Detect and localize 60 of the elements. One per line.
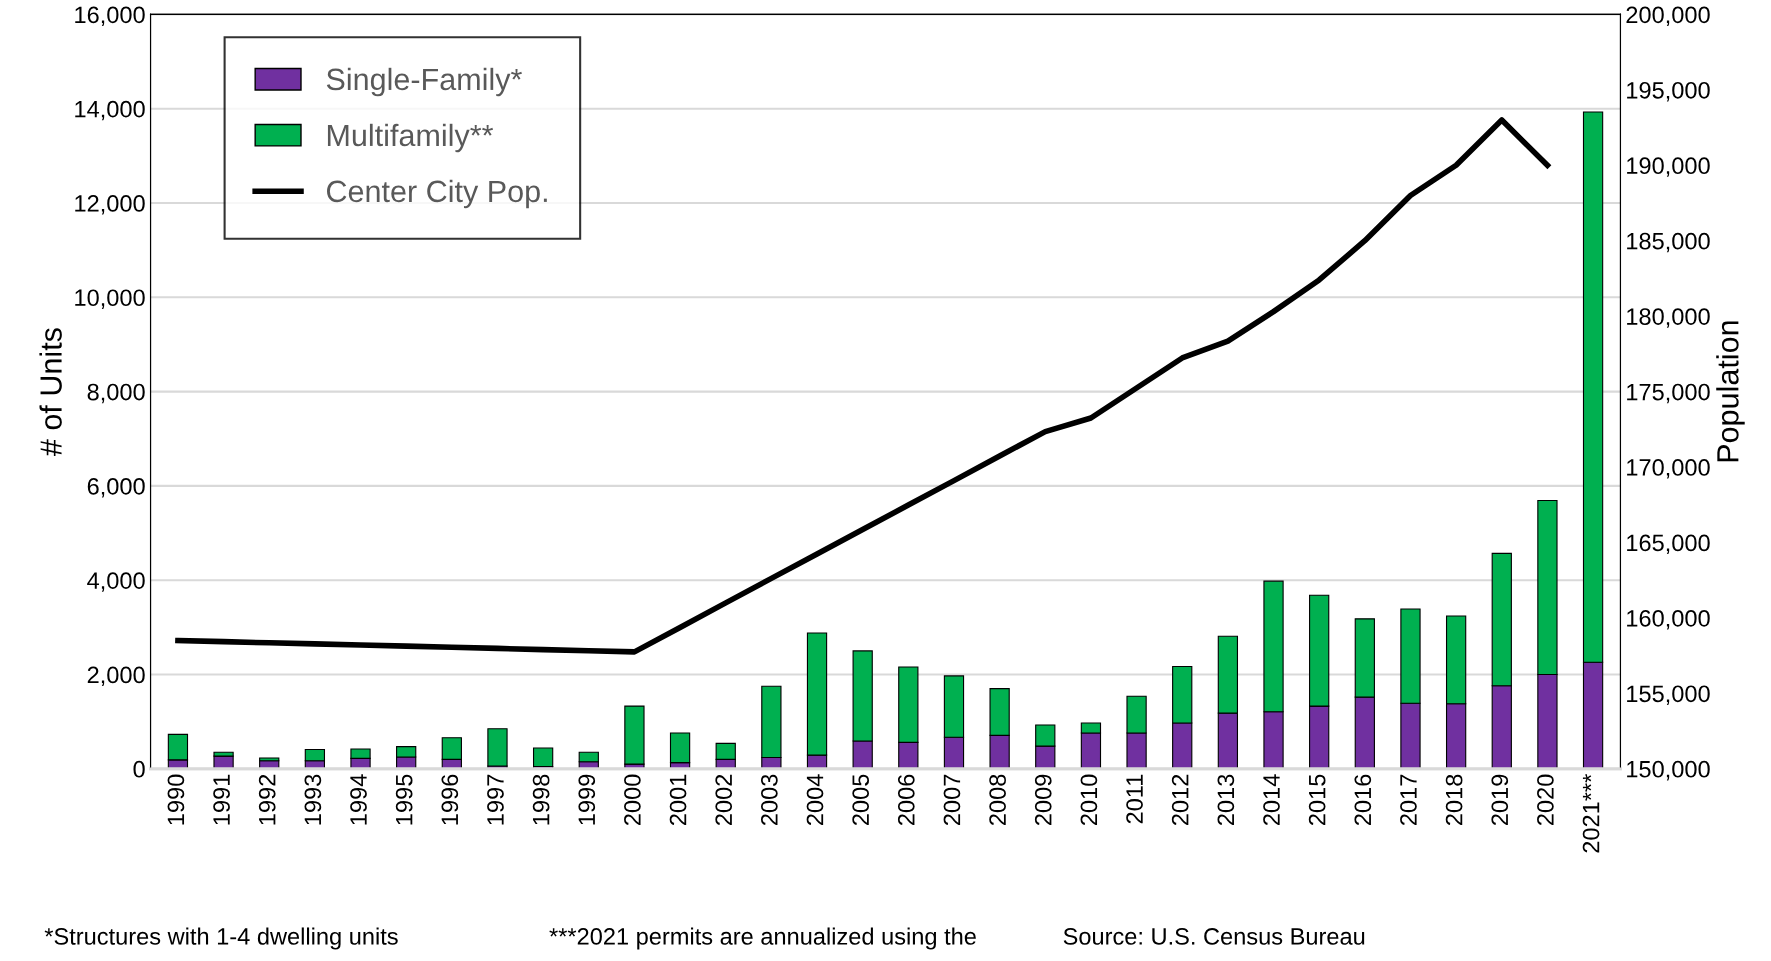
y-tick-label: 16,000 — [75, 6, 145, 26]
y2-tick-label: 185,000 — [1627, 232, 1710, 253]
y-tick-label: 8,000 — [87, 383, 145, 404]
x-tick-label: 1998 — [532, 774, 550, 825]
x-tick-label: 2003 — [760, 774, 778, 825]
x-tick-label: 1992 — [258, 774, 276, 825]
x-tick-label: 2021*** — [1582, 774, 1600, 853]
y-tick-label: 14,000 — [75, 100, 145, 121]
y2-tick-label: 175,000 — [1627, 383, 1710, 404]
x-tick-label: 1993 — [304, 774, 322, 825]
legend-label: Center City Pop. — [326, 179, 547, 209]
x-tick-label: 2016 — [1354, 774, 1372, 825]
text: ***2021 permits are annualized using the — [549, 927, 976, 950]
x-tick-label: 2014 — [1263, 774, 1280, 825]
y2-tick-label: 165,000 — [1627, 534, 1710, 555]
y-tick-label: 0 — [133, 760, 145, 778]
y2-tick-label: 200,000 — [1626, 6, 1710, 26]
x-tick-label: 1994 — [350, 774, 367, 825]
y2-axis-title: Population — [1716, 321, 1745, 462]
x-tick-label: 2006 — [897, 774, 915, 825]
legend-label: Multifamily** — [327, 123, 494, 153]
x-tick-label: 2019 — [1491, 774, 1509, 825]
x-tick-label: 2004 — [806, 774, 824, 825]
y2-tick-label: 170,000 — [1627, 459, 1710, 479]
y-tick-label: 12,000 — [75, 195, 145, 215]
x-tick-label: 2008 — [989, 774, 1006, 825]
y2-tick-label: 190,000 — [1627, 157, 1710, 177]
y2-tick-label: 155,000 — [1627, 685, 1710, 705]
x-tick-label: 2015 — [1308, 774, 1326, 825]
x-tick-label: 2009 — [1034, 774, 1052, 825]
y2-tick-label: 180,000 — [1627, 308, 1710, 328]
y2-tick-label: 150,000 — [1627, 760, 1710, 781]
x-tick-label: 1991 — [213, 774, 230, 825]
y-tick-label: 4,000 — [87, 572, 145, 592]
x-tick-label: 2001 — [669, 774, 687, 825]
x-tick-label: 2007 — [943, 774, 961, 825]
legend-label: Single-Family* — [326, 67, 522, 97]
x-tick-label: 2011 — [1126, 774, 1143, 824]
source-note: Source: U.S. Census Bureau — [1063, 928, 1365, 945]
y-tick-label: 6,000 — [87, 477, 145, 498]
x-tick-label: 2000 — [624, 774, 641, 825]
x-tick-label: 1999 — [578, 774, 596, 825]
x-tick-label: 1996 — [441, 774, 459, 825]
x-tick-label: 2005 — [852, 774, 870, 825]
y2-tick-label: 195,000 — [1627, 81, 1710, 102]
y2-tick-label: 160,000 — [1627, 609, 1710, 630]
text: *Structures with 1-4 dwelling units — [44, 927, 398, 950]
x-tick-label: 2012 — [1171, 774, 1189, 825]
x-tick-label: 1995 — [395, 774, 413, 825]
x-tick-label: 2002 — [715, 774, 733, 825]
x-tick-label: 1997 — [487, 774, 504, 825]
y-tick-label: 10,000 — [75, 289, 145, 309]
y-tick-label: 2,000 — [87, 666, 145, 687]
x-tick-label: 2017 — [1400, 774, 1417, 825]
x-tick-label: 2013 — [1217, 774, 1235, 825]
x-tick-label: 1990 — [167, 774, 185, 825]
x-tick-label: 2020 — [1537, 774, 1554, 825]
y-axis-title: # of Units — [39, 328, 62, 457]
x-tick-label: 2010 — [1080, 774, 1098, 825]
x-tick-label: 2018 — [1445, 774, 1463, 825]
